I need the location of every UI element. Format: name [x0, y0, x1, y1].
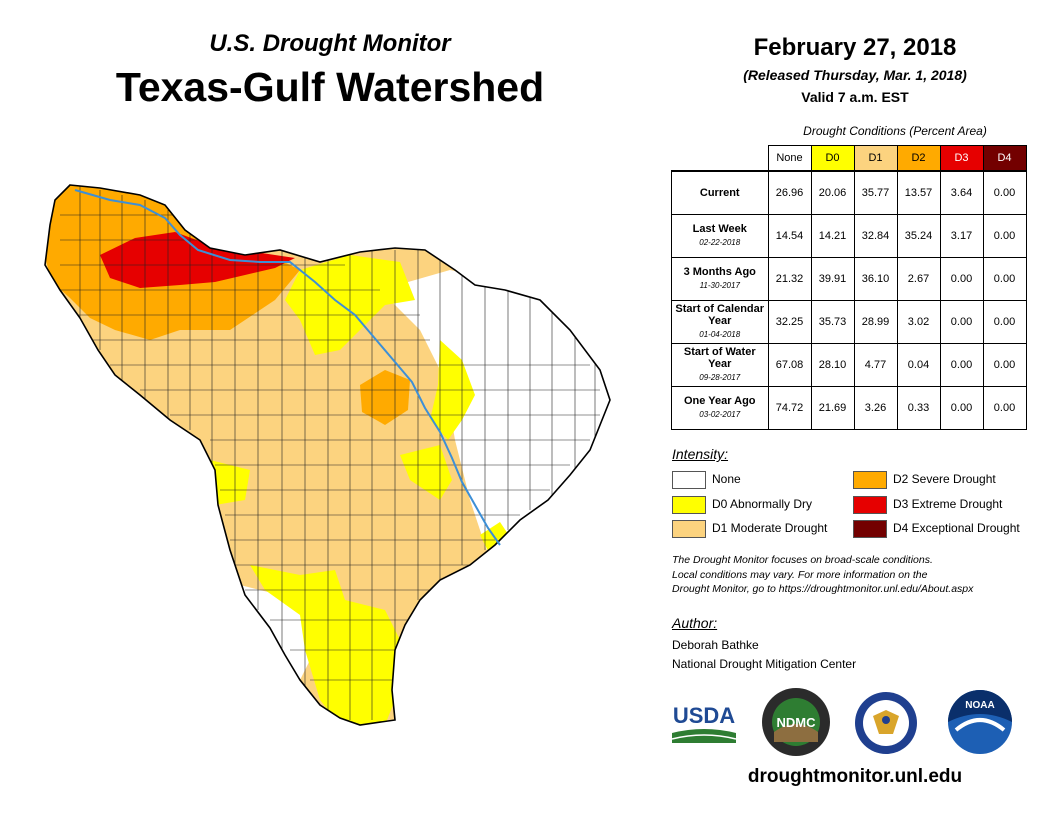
table-header-row: None D0 D1 D2 D3 D4	[672, 145, 1027, 172]
map-subtitle: U.S. Drought Monitor	[209, 30, 451, 57]
table-cell: 35.77	[853, 170, 898, 215]
table-cell: 0.00	[982, 343, 1027, 387]
table-cell: 0.33	[896, 386, 941, 430]
commerce-seal-logo	[855, 692, 917, 754]
table-cell: 2.67	[896, 257, 941, 301]
table-cell: 20.06	[810, 170, 855, 215]
col-header-d1: D1	[853, 145, 898, 172]
row-label: 3 Months Ago 11-30-2017	[671, 257, 769, 301]
table-cell: 3.02	[896, 300, 941, 344]
legend-heading: Intensity:	[672, 446, 729, 462]
table-cell: 28.99	[853, 300, 898, 344]
col-header-d0: D0	[810, 145, 855, 172]
table-cell: 0.00	[982, 386, 1027, 430]
table-cell: 21.69	[810, 386, 855, 430]
table-cell: 67.08	[767, 343, 812, 387]
drought-conditions-table: None D0 D1 D2 D3 D4 Current 26.96 20.06 …	[671, 145, 1027, 430]
table-cell: 36.10	[853, 257, 898, 301]
table-cell: 35.24	[896, 214, 941, 258]
table-caption: Drought Conditions (Percent Area)	[803, 124, 987, 138]
d0-area-mid	[400, 445, 452, 500]
table-cell: 0.04	[896, 343, 941, 387]
legend-item-d0: D0 Abnormally Dry	[672, 495, 812, 514]
valid-time: Valid 7 a.m. EST	[801, 89, 909, 105]
noaa-logo: NOAA	[948, 690, 1012, 754]
drought-map	[44, 184, 611, 726]
row-label: Start of Water Year 09-28-2017	[671, 343, 769, 387]
table-cell: 0.00	[982, 257, 1027, 301]
legend-item-d3: D3 Extreme Drought	[853, 495, 1002, 514]
table-cell: 3.17	[939, 214, 984, 258]
legend-item-none: None	[672, 470, 741, 489]
row-label: Current	[671, 170, 769, 215]
d2-area-central	[360, 370, 410, 425]
map-date: February 27, 2018	[753, 34, 957, 61]
d3-area	[100, 232, 295, 288]
website-url[interactable]: droughtmonitor.unl.edu	[747, 766, 963, 787]
table-cell: 0.00	[939, 343, 984, 387]
table-cell: 21.32	[767, 257, 812, 301]
table-cell: 3.26	[853, 386, 898, 430]
legend-swatch	[853, 470, 887, 489]
col-header-d4: D4	[982, 145, 1027, 172]
svg-text:NOAA: NOAA	[965, 700, 994, 711]
d0-area-west	[210, 460, 250, 505]
table-cell: 74.72	[767, 386, 812, 430]
table-cell: 0.00	[939, 300, 984, 344]
legend-swatch	[672, 470, 706, 489]
svg-text:USDA: USDA	[673, 703, 735, 728]
table-cell: 28.10	[810, 343, 855, 387]
table-cell: 0.00	[939, 386, 984, 430]
table-cell: 0.00	[982, 170, 1027, 215]
d0-area-south	[250, 565, 400, 725]
table-row: One Year Ago 03-02-2017 74.72 21.69 3.26 …	[671, 386, 1027, 430]
table-cell: 4.77	[853, 343, 898, 387]
author-heading: Author:	[672, 615, 718, 631]
legend-item-d1: D1 Moderate Drought	[672, 519, 827, 538]
legend-swatch	[672, 519, 706, 538]
table-cell: 0.00	[982, 214, 1027, 258]
col-header-d3: D3	[939, 145, 984, 172]
legend-swatch	[853, 519, 887, 538]
table-cell: 14.21	[810, 214, 855, 258]
map-title: Texas-Gulf Watershed	[115, 64, 545, 110]
table-cell: 32.25	[767, 300, 812, 344]
svg-text:NDMC: NDMC	[777, 715, 817, 730]
author-org: National Drought Mitigation Center	[672, 657, 857, 671]
ndmc-logo: NDMC	[762, 688, 830, 756]
table-cell: 39.91	[810, 257, 855, 301]
table-cell: 13.57	[896, 170, 941, 215]
table-cell: 0.00	[939, 257, 984, 301]
col-header-none: None	[767, 145, 812, 172]
table-row: Start of Calendar Year 01-04-2018 32.25 3…	[671, 300, 1027, 344]
county-boundaries	[60, 185, 600, 720]
river-line	[74, 189, 501, 546]
table-cell: 3.64	[939, 170, 984, 215]
table-cell: 32.84	[853, 214, 898, 258]
disclaimer-note: The Drought Monitor focuses on broad-sca…	[672, 554, 974, 595]
author-name: Deborah Bathke	[672, 638, 759, 652]
table-row: 3 Months Ago 11-30-2017 21.32 39.91 36.10…	[671, 257, 1027, 301]
col-header-d2: D2	[896, 145, 941, 172]
row-label: One Year Ago 03-02-2017	[671, 386, 769, 430]
row-label: Last Week 02-22-2018	[671, 214, 769, 258]
legend-item-d4: D4 Exceptional Drought	[853, 519, 1020, 538]
usda-logo: USDA	[671, 703, 737, 743]
legend-swatch	[853, 495, 887, 514]
table-cell: 0.00	[982, 300, 1027, 344]
table-cell: 35.73	[810, 300, 855, 344]
row-label: Start of Calendar Year 01-04-2018	[671, 300, 769, 344]
release-date: (Released Thursday, Mar. 1, 2018)	[743, 67, 967, 83]
watershed-outline	[44, 184, 611, 726]
table-row: Current 26.96 20.06 35.77 13.57 3.64 0.0…	[671, 170, 1027, 215]
table-row: Start of Water Year 09-28-2017 67.08 28.1…	[671, 343, 1027, 387]
table-row: Last Week 02-22-2018 14.54 14.21 32.84 35…	[671, 214, 1027, 258]
legend-item-d2: D2 Severe Drought	[853, 470, 996, 489]
legend-swatch	[672, 495, 706, 514]
table-cell: 26.96	[767, 170, 812, 215]
table-cell: 14.54	[767, 214, 812, 258]
